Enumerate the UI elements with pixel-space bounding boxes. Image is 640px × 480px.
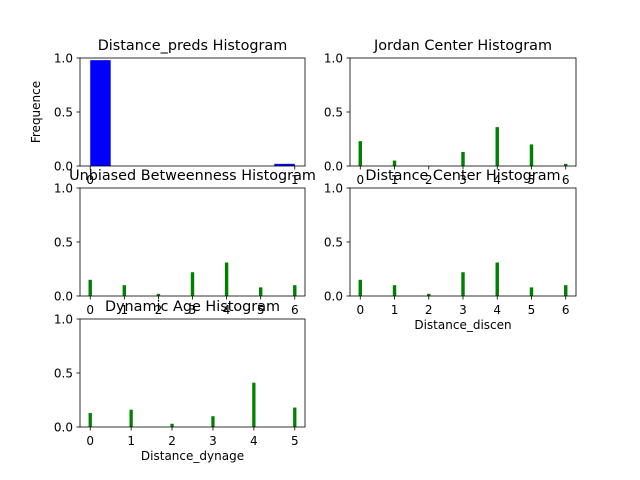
betweenness-bar bbox=[122, 285, 127, 296]
jordan-bar bbox=[461, 151, 465, 166]
discen-bar bbox=[392, 285, 397, 296]
dynage-xtick-label: 1 bbox=[127, 434, 135, 448]
betweenness-xtick-label: 4 bbox=[223, 303, 231, 317]
betweenness-bar bbox=[190, 272, 195, 296]
dynage-title: Dynamic Age Histogram bbox=[105, 299, 280, 315]
subplot-jordan: 0.0 0.5 1.0 0 1 2 3 4 5 6 Jordan Center Histogram bbox=[324, 38, 577, 187]
betweenness-bar bbox=[224, 262, 229, 296]
jordan-axes-frame bbox=[349, 57, 577, 167]
jordan-xtick-label: 1 bbox=[391, 173, 399, 187]
discen-xlabel: Distance_discen bbox=[414, 318, 511, 332]
dynage-bar bbox=[252, 382, 256, 427]
preds-bar bbox=[274, 163, 295, 166]
betweenness-bar bbox=[258, 287, 263, 296]
discen-bar bbox=[564, 285, 568, 296]
discen-xtick-label: 3 bbox=[459, 303, 467, 317]
jordan-bar bbox=[392, 160, 397, 166]
discen-ytick-label: 0.5 bbox=[324, 235, 343, 249]
dynage-xtick-label: 2 bbox=[168, 434, 176, 448]
jordan-ytick-label: 1.0 bbox=[324, 51, 343, 65]
preds-ylabel: Frequence bbox=[29, 81, 43, 143]
jordan-xtick-label: 4 bbox=[493, 173, 501, 187]
jordan-title: Jordan Center Histogram bbox=[373, 38, 552, 54]
jordan-ytick-label: 0.0 bbox=[324, 159, 343, 173]
jordan-xtick-label: 6 bbox=[562, 173, 570, 187]
discen-ytick-label: 1.0 bbox=[324, 181, 343, 195]
preds-axes-frame bbox=[79, 57, 306, 167]
discen-xtick-label: 2 bbox=[425, 303, 433, 317]
dynage-bar bbox=[170, 423, 174, 427]
dynage-xtick-label: 0 bbox=[86, 434, 94, 448]
betweenness-bar bbox=[293, 285, 297, 296]
jordan-ytick-label: 0.5 bbox=[324, 105, 343, 119]
dynage-bar bbox=[293, 407, 297, 427]
subplot-betweenness: 0.0 0.5 1.0 0 1 2 3 4 5 6 Unbiased Betweenness His… bbox=[54, 168, 316, 317]
betweenness-xtick-label: 3 bbox=[189, 303, 197, 317]
discen-bar bbox=[358, 279, 362, 296]
subplot-preds: 0.0 0.5 1.0 0 1 Distance_preds Histogram Frequ… bbox=[29, 38, 306, 187]
jordan-bar bbox=[564, 163, 568, 166]
dynage-axes-frame bbox=[79, 318, 306, 428]
betweenness-ytick-label: 0.5 bbox=[54, 235, 73, 249]
betweenness-ytick-label: 0.0 bbox=[54, 289, 73, 303]
discen-xtick-label: 0 bbox=[356, 303, 364, 317]
dynage-bar bbox=[211, 416, 215, 427]
dynage-ytick-label: 0.5 bbox=[54, 366, 73, 380]
dynage-ytick-label: 0.0 bbox=[54, 420, 73, 434]
discen-xtick-label: 6 bbox=[562, 303, 570, 317]
discen-bar bbox=[427, 293, 431, 296]
dynage-xtick-label: 4 bbox=[250, 434, 258, 448]
betweenness-bar bbox=[156, 293, 161, 296]
discen-xtick-label: 4 bbox=[493, 303, 501, 317]
discen-bar bbox=[529, 287, 534, 296]
preds-title: Distance_preds Histogram bbox=[98, 38, 288, 54]
preds-xtick-label: 0 bbox=[86, 173, 94, 187]
discen-xtick-label: 5 bbox=[528, 303, 536, 317]
dynage-ytick-label: 1.0 bbox=[54, 312, 73, 326]
betweenness-xtick-label: 1 bbox=[120, 303, 128, 317]
betweenness-xtick-label: 6 bbox=[291, 303, 299, 317]
discen-bar bbox=[461, 272, 465, 296]
discen-title: Distance Center Histogram bbox=[365, 168, 560, 184]
jordan-xtick-label: 5 bbox=[528, 173, 536, 187]
preds-ytick-label: 0.0 bbox=[54, 159, 73, 173]
betweenness-ytick-label: 1.0 bbox=[54, 181, 73, 195]
betweenness-xtick-label: 2 bbox=[155, 303, 163, 317]
preds-xtick-label: 1 bbox=[291, 173, 299, 187]
dynage-bar bbox=[129, 409, 133, 427]
jordan-bar bbox=[358, 141, 362, 166]
betweenness-title: Unbiased Betweenness Histogram bbox=[69, 168, 316, 184]
jordan-xtick-label: 2 bbox=[425, 173, 433, 187]
jordan-xtick-label: 0 bbox=[356, 173, 364, 187]
dynage-bar bbox=[88, 412, 92, 427]
betweenness-xtick-label: 5 bbox=[257, 303, 265, 317]
dynage-xtick-label: 3 bbox=[209, 434, 217, 448]
jordan-xtick-label: 3 bbox=[459, 173, 467, 187]
jordan-bar bbox=[495, 127, 499, 166]
jordan-bar bbox=[529, 144, 534, 166]
dynage-xtick-label: 5 bbox=[291, 434, 299, 448]
dynage-xlabel: Distance_dynage bbox=[141, 449, 244, 463]
preds-bar bbox=[90, 60, 111, 166]
preds-ytick-label: 1.0 bbox=[54, 51, 73, 65]
discen-xtick-label: 1 bbox=[391, 303, 399, 317]
discen-bar bbox=[495, 262, 499, 296]
betweenness-xtick-label: 0 bbox=[86, 303, 94, 317]
betweenness-bar bbox=[88, 279, 92, 296]
discen-ytick-label: 0.0 bbox=[324, 289, 343, 303]
preds-ytick-label: 0.5 bbox=[54, 105, 73, 119]
